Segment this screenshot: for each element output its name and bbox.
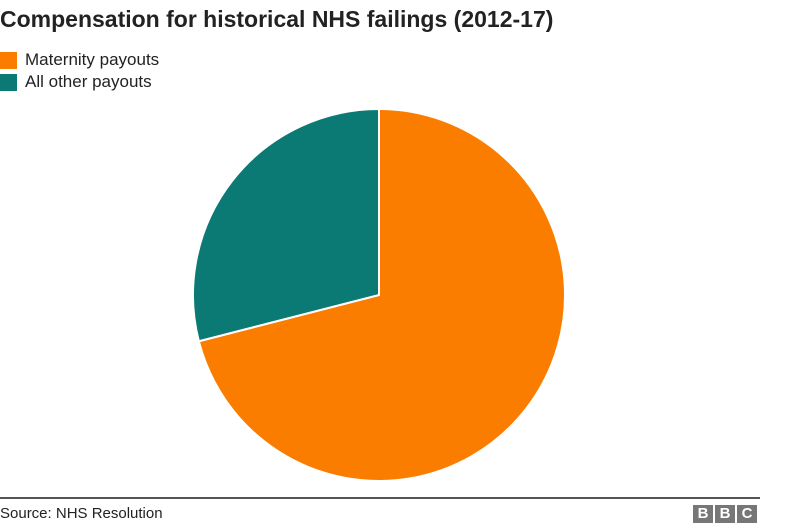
- legend-label: Maternity payouts: [25, 50, 160, 69]
- legend-swatch-maternity: [0, 51, 17, 69]
- source-note: Source: NHS Resolution: [0, 505, 163, 522]
- logo-letter: B: [715, 505, 735, 523]
- legend-item-other: All other payouts: [0, 72, 152, 92]
- bbc-logo: B B C: [693, 505, 757, 523]
- divider: [0, 497, 760, 499]
- pie-slice-all-other-payouts: [192, 107, 380, 343]
- legend-swatch-other: [0, 73, 17, 91]
- legend-item-maternity: Maternity payouts: [0, 50, 159, 70]
- chart-title: Compensation for historical NHS failings…: [0, 6, 554, 32]
- pie-slice-maternity-payouts: [197, 107, 566, 482]
- logo-letter: C: [737, 505, 757, 523]
- legend-label: All other payouts: [25, 72, 152, 91]
- logo-letter: B: [693, 505, 713, 523]
